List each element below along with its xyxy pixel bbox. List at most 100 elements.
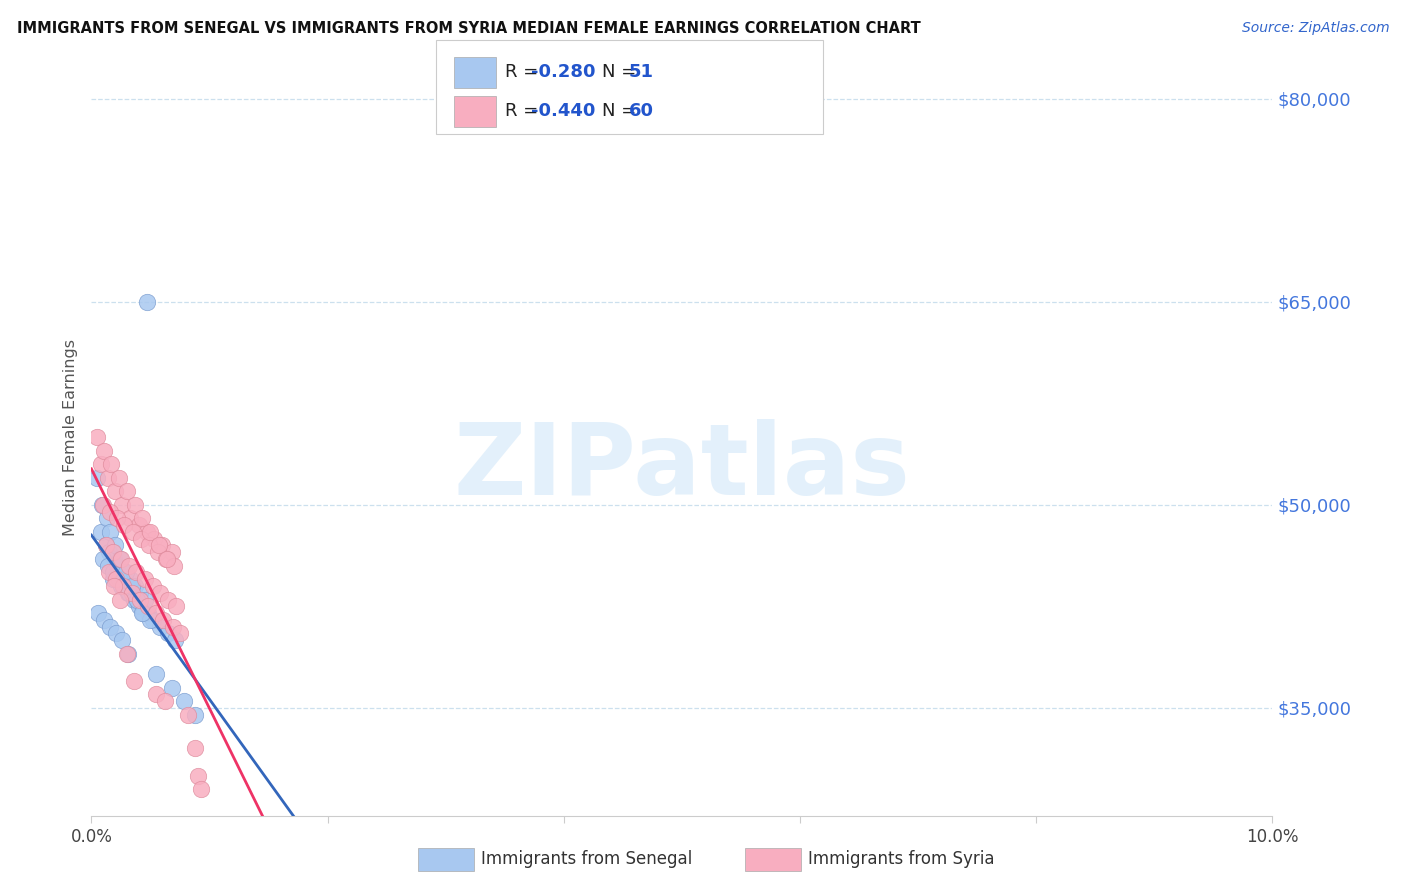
Point bbox=[132, 606, 155, 620]
Text: -0.440: -0.440 bbox=[531, 102, 596, 120]
Point bbox=[103, 552, 125, 566]
Point bbox=[162, 619, 184, 633]
Text: 51: 51 bbox=[628, 62, 654, 80]
Point bbox=[128, 518, 150, 533]
Point bbox=[146, 545, 169, 559]
Point bbox=[163, 558, 186, 573]
Point bbox=[148, 538, 170, 552]
Point bbox=[165, 633, 187, 648]
Point bbox=[117, 647, 139, 661]
Point bbox=[142, 613, 165, 627]
Point bbox=[98, 619, 121, 633]
Point bbox=[111, 498, 134, 512]
Point bbox=[129, 532, 152, 546]
Point bbox=[131, 606, 153, 620]
Point bbox=[110, 579, 132, 593]
Point bbox=[122, 673, 145, 688]
Y-axis label: Median Female Earnings: Median Female Earnings bbox=[62, 339, 77, 535]
Point bbox=[157, 592, 180, 607]
Point bbox=[177, 707, 200, 722]
Point bbox=[187, 768, 209, 782]
Point bbox=[145, 667, 167, 681]
Point bbox=[98, 504, 121, 518]
Point bbox=[115, 647, 138, 661]
Point bbox=[120, 572, 142, 586]
Point bbox=[87, 606, 110, 620]
Point bbox=[149, 586, 172, 600]
Point bbox=[98, 524, 121, 539]
Point bbox=[135, 294, 157, 309]
Point bbox=[97, 471, 120, 485]
Point bbox=[101, 545, 124, 559]
Point bbox=[90, 457, 112, 471]
Point bbox=[114, 566, 136, 580]
Point bbox=[86, 471, 108, 485]
Point bbox=[86, 430, 108, 444]
Point bbox=[105, 558, 128, 573]
Text: N =: N = bbox=[602, 102, 641, 120]
Point bbox=[128, 592, 150, 607]
Point bbox=[160, 545, 183, 559]
Point bbox=[105, 626, 128, 640]
Text: Source: ZipAtlas.com: Source: ZipAtlas.com bbox=[1241, 21, 1389, 36]
Point bbox=[157, 626, 180, 640]
Point bbox=[173, 694, 195, 708]
Point bbox=[136, 606, 159, 620]
Point bbox=[138, 538, 160, 552]
Point bbox=[150, 538, 173, 552]
Point bbox=[91, 552, 114, 566]
Point bbox=[105, 511, 128, 525]
Point bbox=[111, 633, 134, 648]
Point bbox=[184, 741, 207, 756]
Text: R =: R = bbox=[505, 102, 544, 120]
Point bbox=[169, 626, 191, 640]
Point bbox=[139, 613, 162, 627]
Point bbox=[118, 586, 141, 600]
Point bbox=[165, 599, 187, 614]
Point bbox=[131, 511, 153, 525]
Point bbox=[125, 566, 148, 580]
Point bbox=[153, 694, 176, 708]
Point bbox=[139, 524, 162, 539]
Point bbox=[93, 613, 115, 627]
Point bbox=[93, 443, 115, 458]
Point bbox=[121, 586, 143, 600]
Point bbox=[115, 484, 138, 499]
Point bbox=[101, 566, 124, 580]
Point bbox=[114, 566, 136, 580]
Point bbox=[143, 532, 166, 546]
Text: -0.280: -0.280 bbox=[531, 62, 596, 80]
Point bbox=[124, 498, 146, 512]
Point bbox=[108, 592, 131, 607]
Text: Immigrants from Syria: Immigrants from Syria bbox=[808, 850, 995, 868]
Point bbox=[91, 498, 114, 512]
Point bbox=[112, 579, 135, 593]
Point bbox=[118, 558, 141, 573]
Point bbox=[124, 579, 146, 593]
Point bbox=[107, 471, 129, 485]
Point bbox=[128, 586, 150, 600]
Point bbox=[114, 518, 136, 533]
Point bbox=[125, 592, 148, 607]
Text: R =: R = bbox=[505, 62, 544, 80]
Point bbox=[121, 579, 143, 593]
Text: N =: N = bbox=[602, 62, 641, 80]
Point bbox=[108, 552, 131, 566]
Point bbox=[94, 538, 117, 552]
Point bbox=[110, 552, 132, 566]
Point bbox=[94, 538, 117, 552]
Point bbox=[121, 524, 143, 539]
Text: 60: 60 bbox=[628, 102, 654, 120]
Text: ZIPatlas: ZIPatlas bbox=[454, 419, 910, 516]
Point bbox=[156, 552, 179, 566]
Point bbox=[190, 782, 212, 797]
Point bbox=[128, 599, 150, 614]
Point bbox=[117, 586, 139, 600]
Point bbox=[104, 538, 127, 552]
Point bbox=[98, 545, 121, 559]
Point bbox=[127, 592, 149, 607]
Point bbox=[136, 599, 159, 614]
Point bbox=[90, 524, 112, 539]
Point bbox=[160, 681, 183, 695]
Point bbox=[107, 572, 129, 586]
